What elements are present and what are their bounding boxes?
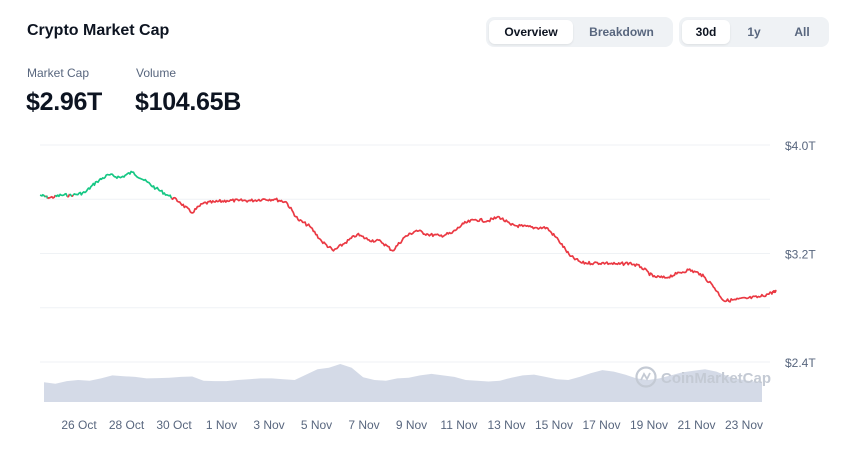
volume-label: Volume bbox=[136, 66, 177, 80]
x-tick-label: 13 Nov bbox=[487, 418, 525, 432]
coinmarketcap-logo-icon bbox=[635, 366, 657, 388]
price-line-up-segment bbox=[72, 170, 173, 199]
x-axis: 26 Oct 28 Oct 30 Oct 1 Nov 3 Nov 5 Nov 7 Nov 9 … bbox=[61, 418, 763, 432]
coinmarketcap-watermark: CoinMarketCap bbox=[635, 366, 771, 388]
chart-title: Crypto Market Cap bbox=[27, 22, 170, 39]
price-line-down-segment bbox=[170, 196, 777, 303]
x-tick-label: 7 Nov bbox=[348, 418, 379, 432]
watermark-text: CoinMarketCap bbox=[661, 370, 771, 387]
price-line-down-segment bbox=[71, 194, 74, 198]
volume-value: $104.65B bbox=[135, 88, 242, 116]
coinmarketcap-logo-mark-icon bbox=[640, 372, 651, 381]
x-tick-label: 28 Oct bbox=[109, 418, 145, 432]
volume-area bbox=[44, 364, 762, 402]
x-tick-label: 21 Nov bbox=[677, 418, 715, 432]
x-tick-label: 3 Nov bbox=[253, 418, 284, 432]
price-line-down-segment bbox=[47, 194, 57, 200]
x-tick-label: 15 Nov bbox=[535, 418, 573, 432]
range-1y-button[interactable]: 1y bbox=[747, 25, 761, 39]
price-line-up-segment bbox=[54, 192, 68, 198]
x-tick-label: 30 Oct bbox=[156, 418, 192, 432]
x-tick-label: 9 Nov bbox=[396, 418, 427, 432]
price-line bbox=[39, 170, 777, 303]
overview-tab[interactable]: Overview bbox=[489, 20, 573, 44]
y-tick-label: $4.0T bbox=[785, 139, 816, 153]
x-tick-label: 11 Nov bbox=[440, 418, 477, 432]
x-tick-label: 23 Nov bbox=[725, 418, 763, 432]
view-toggle: Overview Breakdown bbox=[486, 17, 673, 47]
x-tick-label: 17 Nov bbox=[582, 418, 620, 432]
range-toggle: 30d 1y All bbox=[679, 17, 829, 47]
range-all-button[interactable]: All bbox=[794, 25, 810, 39]
x-tick-label: 26 Oct bbox=[61, 418, 97, 432]
x-tick-label: 19 Nov bbox=[630, 418, 668, 432]
range-30d-button[interactable]: 30d bbox=[682, 20, 730, 44]
x-tick-label: 5 Nov bbox=[301, 418, 332, 432]
y-axis: $4.0T $3.2T $2.4T bbox=[785, 139, 816, 370]
market-cap-label: Market Cap bbox=[27, 66, 90, 80]
gridlines bbox=[40, 144, 770, 363]
x-tick-label: 1 Nov bbox=[206, 418, 237, 432]
price-line-down-segment bbox=[67, 193, 71, 198]
price-line-up-segment bbox=[39, 193, 47, 198]
market-cap-value: $2.96T bbox=[26, 88, 103, 116]
breakdown-tab[interactable]: Breakdown bbox=[589, 25, 654, 39]
y-tick-label: $2.4T bbox=[785, 356, 816, 370]
y-tick-label: $3.2T bbox=[785, 248, 816, 262]
